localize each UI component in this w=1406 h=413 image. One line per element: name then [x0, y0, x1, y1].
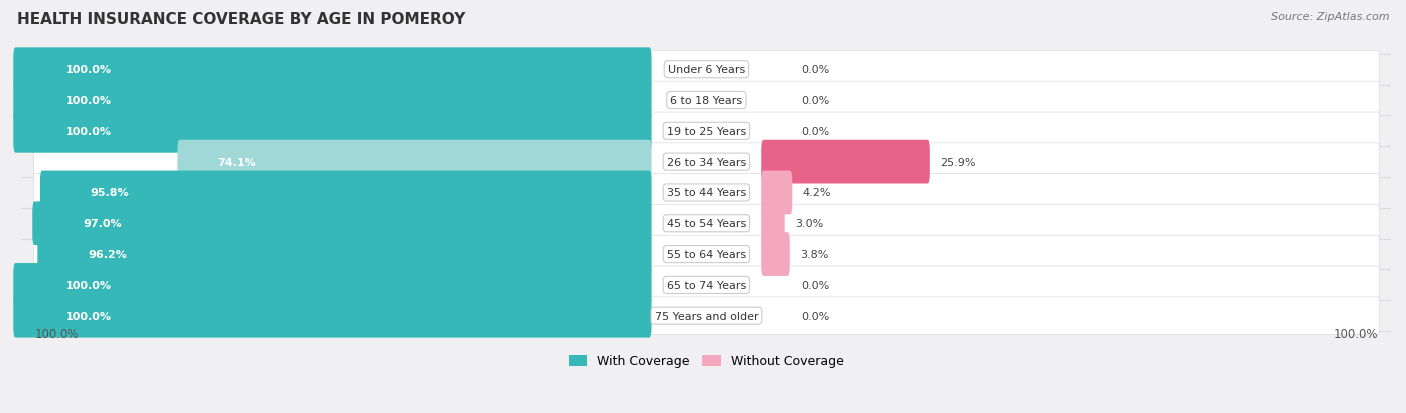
Text: HEALTH INSURANCE COVERAGE BY AGE IN POMEROY: HEALTH INSURANCE COVERAGE BY AGE IN POME… — [17, 12, 465, 27]
Text: Under 6 Years: Under 6 Years — [668, 65, 745, 75]
Text: 55 to 64 Years: 55 to 64 Years — [666, 249, 747, 259]
Text: 0.0%: 0.0% — [801, 280, 830, 290]
Text: Source: ZipAtlas.com: Source: ZipAtlas.com — [1271, 12, 1389, 22]
Text: 0.0%: 0.0% — [801, 311, 830, 321]
FancyBboxPatch shape — [39, 171, 651, 215]
Text: 100.0%: 100.0% — [66, 280, 112, 290]
FancyBboxPatch shape — [761, 171, 793, 215]
Text: 74.1%: 74.1% — [217, 157, 256, 167]
FancyBboxPatch shape — [761, 202, 785, 246]
FancyBboxPatch shape — [761, 140, 929, 184]
Text: 95.8%: 95.8% — [90, 188, 129, 198]
FancyBboxPatch shape — [13, 110, 651, 153]
Text: 97.0%: 97.0% — [84, 219, 122, 229]
FancyBboxPatch shape — [177, 140, 651, 184]
FancyBboxPatch shape — [34, 82, 1379, 119]
Text: 0.0%: 0.0% — [801, 126, 830, 137]
Text: 3.0%: 3.0% — [796, 219, 824, 229]
Text: 75 Years and older: 75 Years and older — [655, 311, 758, 321]
FancyBboxPatch shape — [34, 143, 1379, 181]
Text: 100.0%: 100.0% — [66, 126, 112, 137]
FancyBboxPatch shape — [761, 233, 790, 276]
FancyBboxPatch shape — [13, 263, 651, 307]
Text: 35 to 44 Years: 35 to 44 Years — [666, 188, 747, 198]
FancyBboxPatch shape — [38, 233, 651, 276]
FancyBboxPatch shape — [32, 202, 651, 246]
Text: 25.9%: 25.9% — [941, 157, 976, 167]
Text: 3.8%: 3.8% — [800, 249, 828, 259]
Text: 65 to 74 Years: 65 to 74 Years — [666, 280, 747, 290]
Text: 96.2%: 96.2% — [89, 249, 127, 259]
FancyBboxPatch shape — [34, 236, 1379, 273]
Text: 0.0%: 0.0% — [801, 65, 830, 75]
FancyBboxPatch shape — [13, 294, 651, 338]
Text: 4.2%: 4.2% — [803, 188, 831, 198]
Text: 100.0%: 100.0% — [66, 311, 112, 321]
FancyBboxPatch shape — [34, 266, 1379, 304]
Text: 6 to 18 Years: 6 to 18 Years — [671, 96, 742, 106]
Text: 100.0%: 100.0% — [66, 65, 112, 75]
FancyBboxPatch shape — [34, 174, 1379, 212]
FancyBboxPatch shape — [13, 79, 651, 123]
Text: 100.0%: 100.0% — [35, 327, 79, 340]
Text: 45 to 54 Years: 45 to 54 Years — [666, 219, 747, 229]
Legend: With Coverage, Without Coverage: With Coverage, Without Coverage — [564, 350, 849, 373]
Text: 100.0%: 100.0% — [1334, 327, 1378, 340]
Text: 0.0%: 0.0% — [801, 96, 830, 106]
Text: 19 to 25 Years: 19 to 25 Years — [666, 126, 747, 137]
Text: 26 to 34 Years: 26 to 34 Years — [666, 157, 747, 167]
Text: 100.0%: 100.0% — [66, 96, 112, 106]
FancyBboxPatch shape — [13, 48, 651, 92]
FancyBboxPatch shape — [34, 297, 1379, 335]
FancyBboxPatch shape — [34, 205, 1379, 242]
FancyBboxPatch shape — [34, 113, 1379, 150]
FancyBboxPatch shape — [34, 51, 1379, 89]
